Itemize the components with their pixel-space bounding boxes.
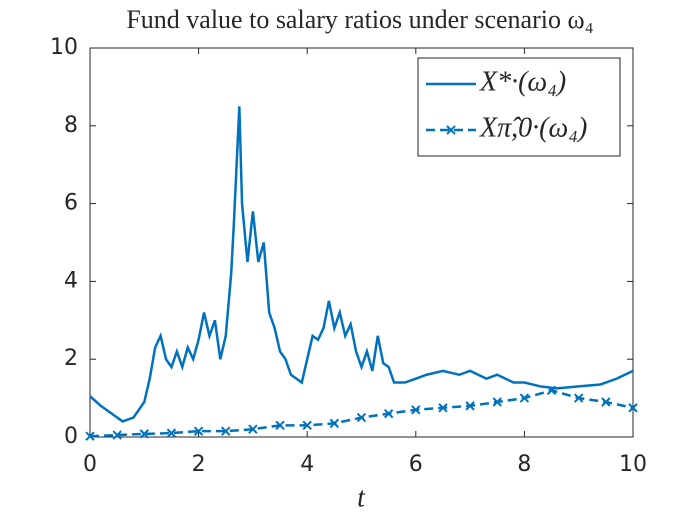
- plot-frame: [89, 47, 634, 438]
- point-marker: [329, 418, 340, 429]
- point-marker: [193, 426, 204, 436]
- point-marker: [275, 420, 285, 431]
- legend-label: Xπ̂,0·(ω₄): [479, 112, 587, 143]
- x-tick-label: 4: [300, 452, 314, 477]
- legend-label: X*·(ω₄): [479, 66, 566, 97]
- series-line: [89, 106, 634, 423]
- x-tick-label: 0: [83, 452, 97, 477]
- x-tick-label: 10: [619, 452, 647, 477]
- point-marker: [356, 412, 367, 423]
- legend-marker: [446, 125, 456, 135]
- y-tick-label: 8: [64, 113, 78, 138]
- point-marker: [139, 429, 150, 439]
- point-marker: [85, 431, 95, 441]
- point-marker: [601, 397, 611, 407]
- point-marker: [112, 430, 122, 440]
- point-marker: [573, 393, 584, 403]
- y-tick-label: 6: [64, 191, 78, 216]
- point-marker: [411, 405, 421, 415]
- point-marker: [166, 428, 177, 438]
- x-axis-label: t: [357, 482, 366, 513]
- point-marker: [492, 397, 502, 407]
- x-tick-label: 2: [192, 452, 206, 477]
- y-tick-label: 10: [50, 35, 78, 60]
- point-marker: [546, 385, 557, 396]
- y-tick-label: 0: [64, 424, 78, 449]
- legend-box: [417, 57, 621, 157]
- x-tick-label: 8: [517, 452, 531, 477]
- point-marker: [221, 426, 231, 436]
- point-marker: [628, 403, 638, 413]
- point-marker: [383, 408, 394, 419]
- point-marker: [438, 403, 448, 413]
- y-tick-label: 2: [64, 346, 78, 371]
- point-marker: [465, 401, 475, 411]
- point-marker: [302, 420, 312, 431]
- y-tick-label: 4: [64, 268, 78, 293]
- point-marker: [248, 424, 258, 434]
- point-marker: [519, 393, 530, 403]
- chart-title: Fund value to salary ratios under scenar…: [126, 5, 593, 34]
- x-tick-label: 6: [409, 452, 423, 477]
